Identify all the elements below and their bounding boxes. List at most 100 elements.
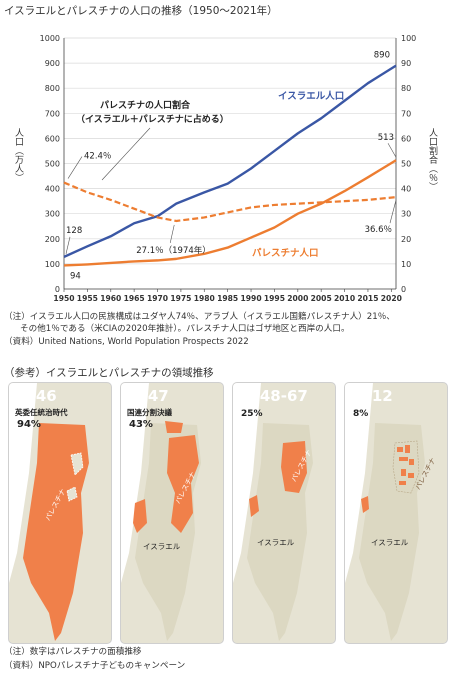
y-left-tick-label: 100 (45, 260, 60, 269)
palestine-territory (167, 435, 199, 533)
note-line-2: その他1％である（米CIAの2020年推計）。パレスチナ人口はゴザ地区と西岸の人… (20, 324, 350, 334)
panel-percentage: 8% (353, 409, 369, 419)
x-tick-label: 1975 (170, 294, 191, 303)
pal-end-leader (387, 143, 397, 158)
west-bank-outline (392, 440, 420, 494)
map-1948-67 (233, 383, 313, 641)
israel-territory (359, 423, 425, 641)
x-tick-label: 1980 (194, 294, 215, 303)
y-right-tick-label: 20 (401, 235, 411, 244)
palestine-territory (23, 423, 89, 641)
y-left-tick-label: 600 (45, 134, 60, 143)
reference-source: （資料）NPOパレスチナ子どものキャンペーン (4, 661, 186, 671)
x-tick-label: 2020 (381, 294, 402, 303)
x-tick-label: 1990 (240, 294, 261, 303)
y-left-tick-label: 400 (45, 185, 60, 194)
palestine-territory-gaza (133, 499, 147, 533)
palestine-territory-gaza (249, 495, 259, 517)
palestine-territory-west-bank (281, 441, 307, 493)
share-min-leader (169, 224, 175, 244)
x-tick-label: 2015 (357, 294, 378, 303)
isr-start-label: 128 (66, 226, 82, 236)
x-tick-label: 1955 (77, 294, 98, 303)
y-left-tick-label: 500 (45, 160, 60, 169)
share-name-line2: （イスラエル＋パレスチナに占める） (76, 113, 229, 125)
map-1946 (9, 383, 89, 641)
panel-year: 1947 (127, 387, 169, 405)
x-tick-label: 2005 (311, 294, 332, 303)
x-tick-label: 1950 (53, 294, 74, 303)
y-right-tick-label: 60 (401, 134, 411, 143)
panel-percentage: 94% (17, 419, 41, 430)
x-tick-label: 2000 (287, 294, 308, 303)
map-panel-1946: 1946 英委任統治時代 94% パレスチナ (8, 382, 112, 644)
series-layer (63, 64, 397, 267)
pal-start-label: 94 (70, 271, 81, 281)
y-left-tick-label: 800 (45, 84, 60, 93)
y-left-tick-label: 200 (45, 235, 60, 244)
share-name-line1: パレスチナの人口割合 (100, 99, 191, 111)
x-tick-label: 1970 (147, 294, 168, 303)
share-end-label: 36.6％ (365, 225, 392, 235)
sea-area (345, 383, 373, 583)
palestine-territory-gaza (361, 496, 369, 513)
share-name-leader (101, 127, 151, 181)
y-right-tick-label: 0 (401, 285, 406, 294)
y-left-tick-label: 0 (55, 285, 60, 294)
palestine-enclaves (397, 445, 414, 485)
y-right-tick-label: 50 (401, 160, 411, 169)
y-right-tick-label: 70 (401, 109, 411, 118)
sea-area (9, 383, 37, 583)
palestine-territory-north (165, 421, 183, 433)
y-right-tick-label: 10 (401, 260, 411, 269)
population-chart: 0 100 200 300 400 500 600 700 800 900 1000 0 10 20 30 4… (13, 34, 438, 303)
axes: 0 100 200 300 400 500 600 700 800 900 1000 0 10 20 30 4… (13, 34, 438, 303)
y-right-tick-label: 40 (401, 185, 411, 194)
x-tick-label: 2010 (334, 294, 355, 303)
map-2012 (345, 383, 425, 641)
israel-label: イスラエル (143, 542, 181, 551)
share-min-label: 27.1％（1974年） (136, 245, 211, 256)
x-tick-label: 1995 (264, 294, 285, 303)
israel-label: イスラエル (257, 538, 295, 547)
note-line-1: （注）イスラエル人口の民族構成はユダヤ人74％、アラブ人（イスラエル国籍パレスチ… (4, 312, 395, 322)
series-label-0: イスラエル人口 (278, 90, 344, 102)
panel-subtitle: 国連分割決議 (127, 408, 172, 417)
y-left-axis-title: 人口（万人） (13, 128, 24, 182)
chart-title: イスラエルとパレスチナの人口の推移（1950〜2021年） (4, 5, 278, 17)
share-end-leader (389, 200, 397, 224)
panel-year: 2012 (351, 387, 393, 405)
panel-year: 1948-67 (239, 387, 308, 405)
map-panel-2012: 2012 8% パレスチナ イスラエル (344, 382, 448, 644)
sea-area (233, 383, 261, 583)
pal-end-label: 513 (378, 133, 394, 143)
y-right-tick-label: 100 (401, 34, 416, 43)
reference-note: （注）数字はパレスチナの面積推移 (4, 647, 142, 657)
series-line-1 (63, 159, 397, 267)
isr-start-leader (65, 236, 71, 254)
y-left-tick-label: 300 (45, 210, 60, 219)
y-left-tick-label: 900 (45, 59, 60, 68)
series-label-1: パレスチナ人口 (252, 247, 319, 259)
x-tick-label: 1985 (217, 294, 238, 303)
series-line-2 (63, 181, 397, 223)
series-line-0 (63, 64, 397, 258)
y-right-tick-label: 80 (401, 84, 411, 93)
y-left-tick-label: 700 (45, 109, 60, 118)
reference-title: （参考）イスラエルとパレスチナの領域推移 (4, 367, 214, 379)
panel-subtitle: 英委任統治時代 (15, 408, 68, 417)
map-panel-1947: 1947 国連分割決議 43% パレスチナ イスラエル (120, 382, 224, 644)
map-panel-1948-67: 1948-67 25% パレスチナ イスラエル (232, 382, 336, 644)
x-tick-label: 1960 (100, 294, 121, 303)
panel-percentage: 25% (241, 409, 263, 419)
share-start-label: 42.4％ (84, 152, 111, 162)
israel-territory (66, 452, 84, 502)
isr-end-label: 890 (374, 51, 390, 61)
y-left-tick-label: 1000 (40, 34, 60, 43)
y-right-tick-label: 30 (401, 210, 411, 219)
share-start-leader (67, 156, 83, 179)
map-1947 (121, 383, 201, 641)
panel-year: 1946 (15, 387, 57, 405)
israel-label: イスラエル (371, 538, 409, 547)
